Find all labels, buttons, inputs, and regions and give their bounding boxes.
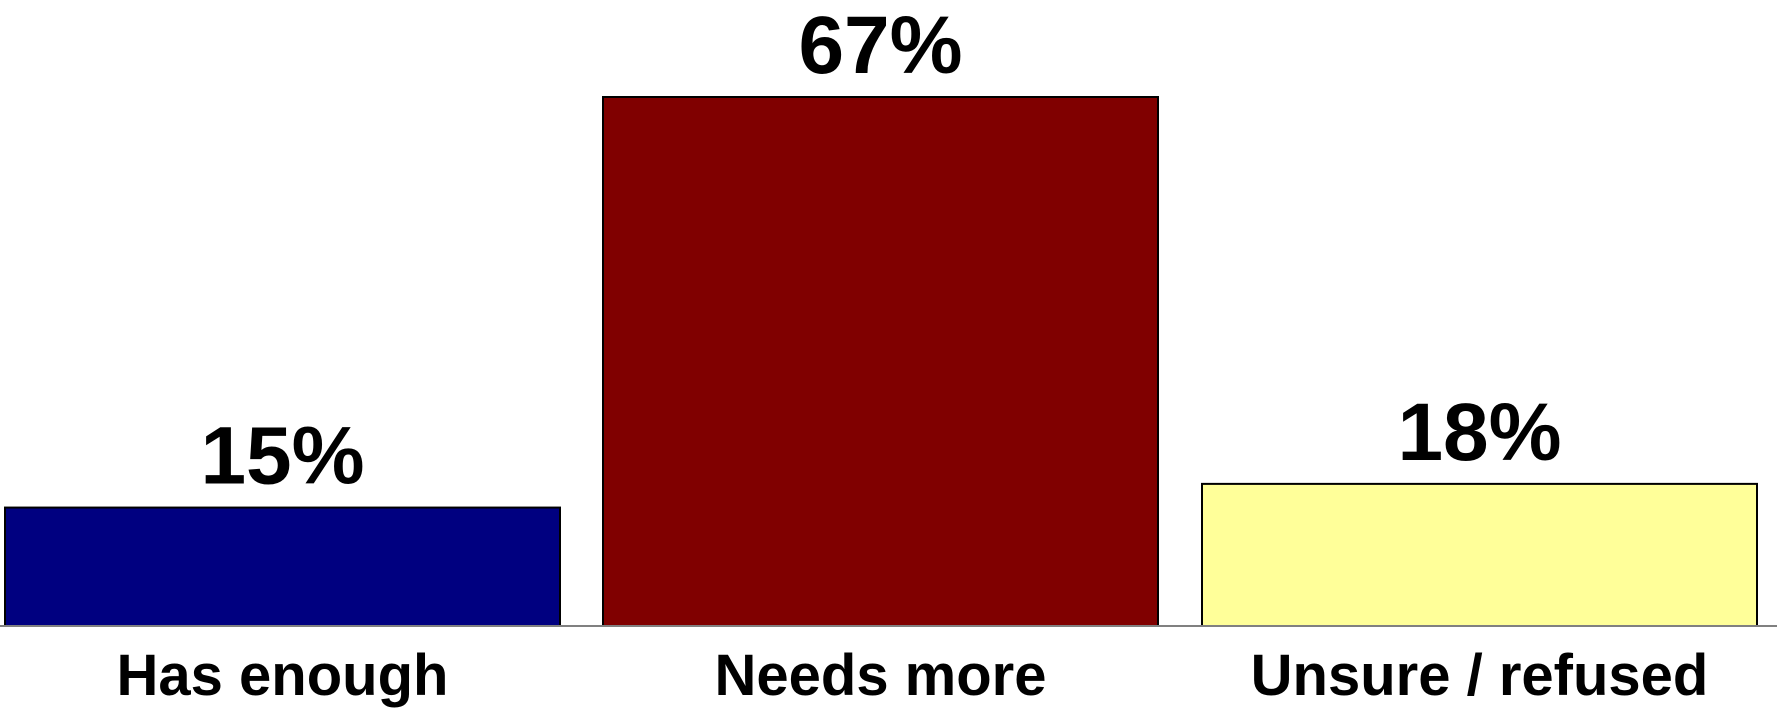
value-label: 15% <box>200 411 364 502</box>
bar-unsure-refused <box>1201 482 1758 627</box>
bar-needs-more <box>602 96 1159 627</box>
category-label: Needs more <box>714 643 1046 708</box>
value-label: 67% <box>798 0 962 91</box>
bar-has-enough <box>4 506 561 628</box>
category-labels-layer: Has enough Needs more Unsure / refused <box>117 643 1709 708</box>
bars-layer <box>4 96 1758 628</box>
value-label: 18% <box>1397 387 1561 478</box>
category-label: Has enough <box>117 643 449 708</box>
category-label: Unsure / refused <box>1251 643 1709 708</box>
value-labels-layer: 15% 67% 18% <box>200 0 1561 502</box>
